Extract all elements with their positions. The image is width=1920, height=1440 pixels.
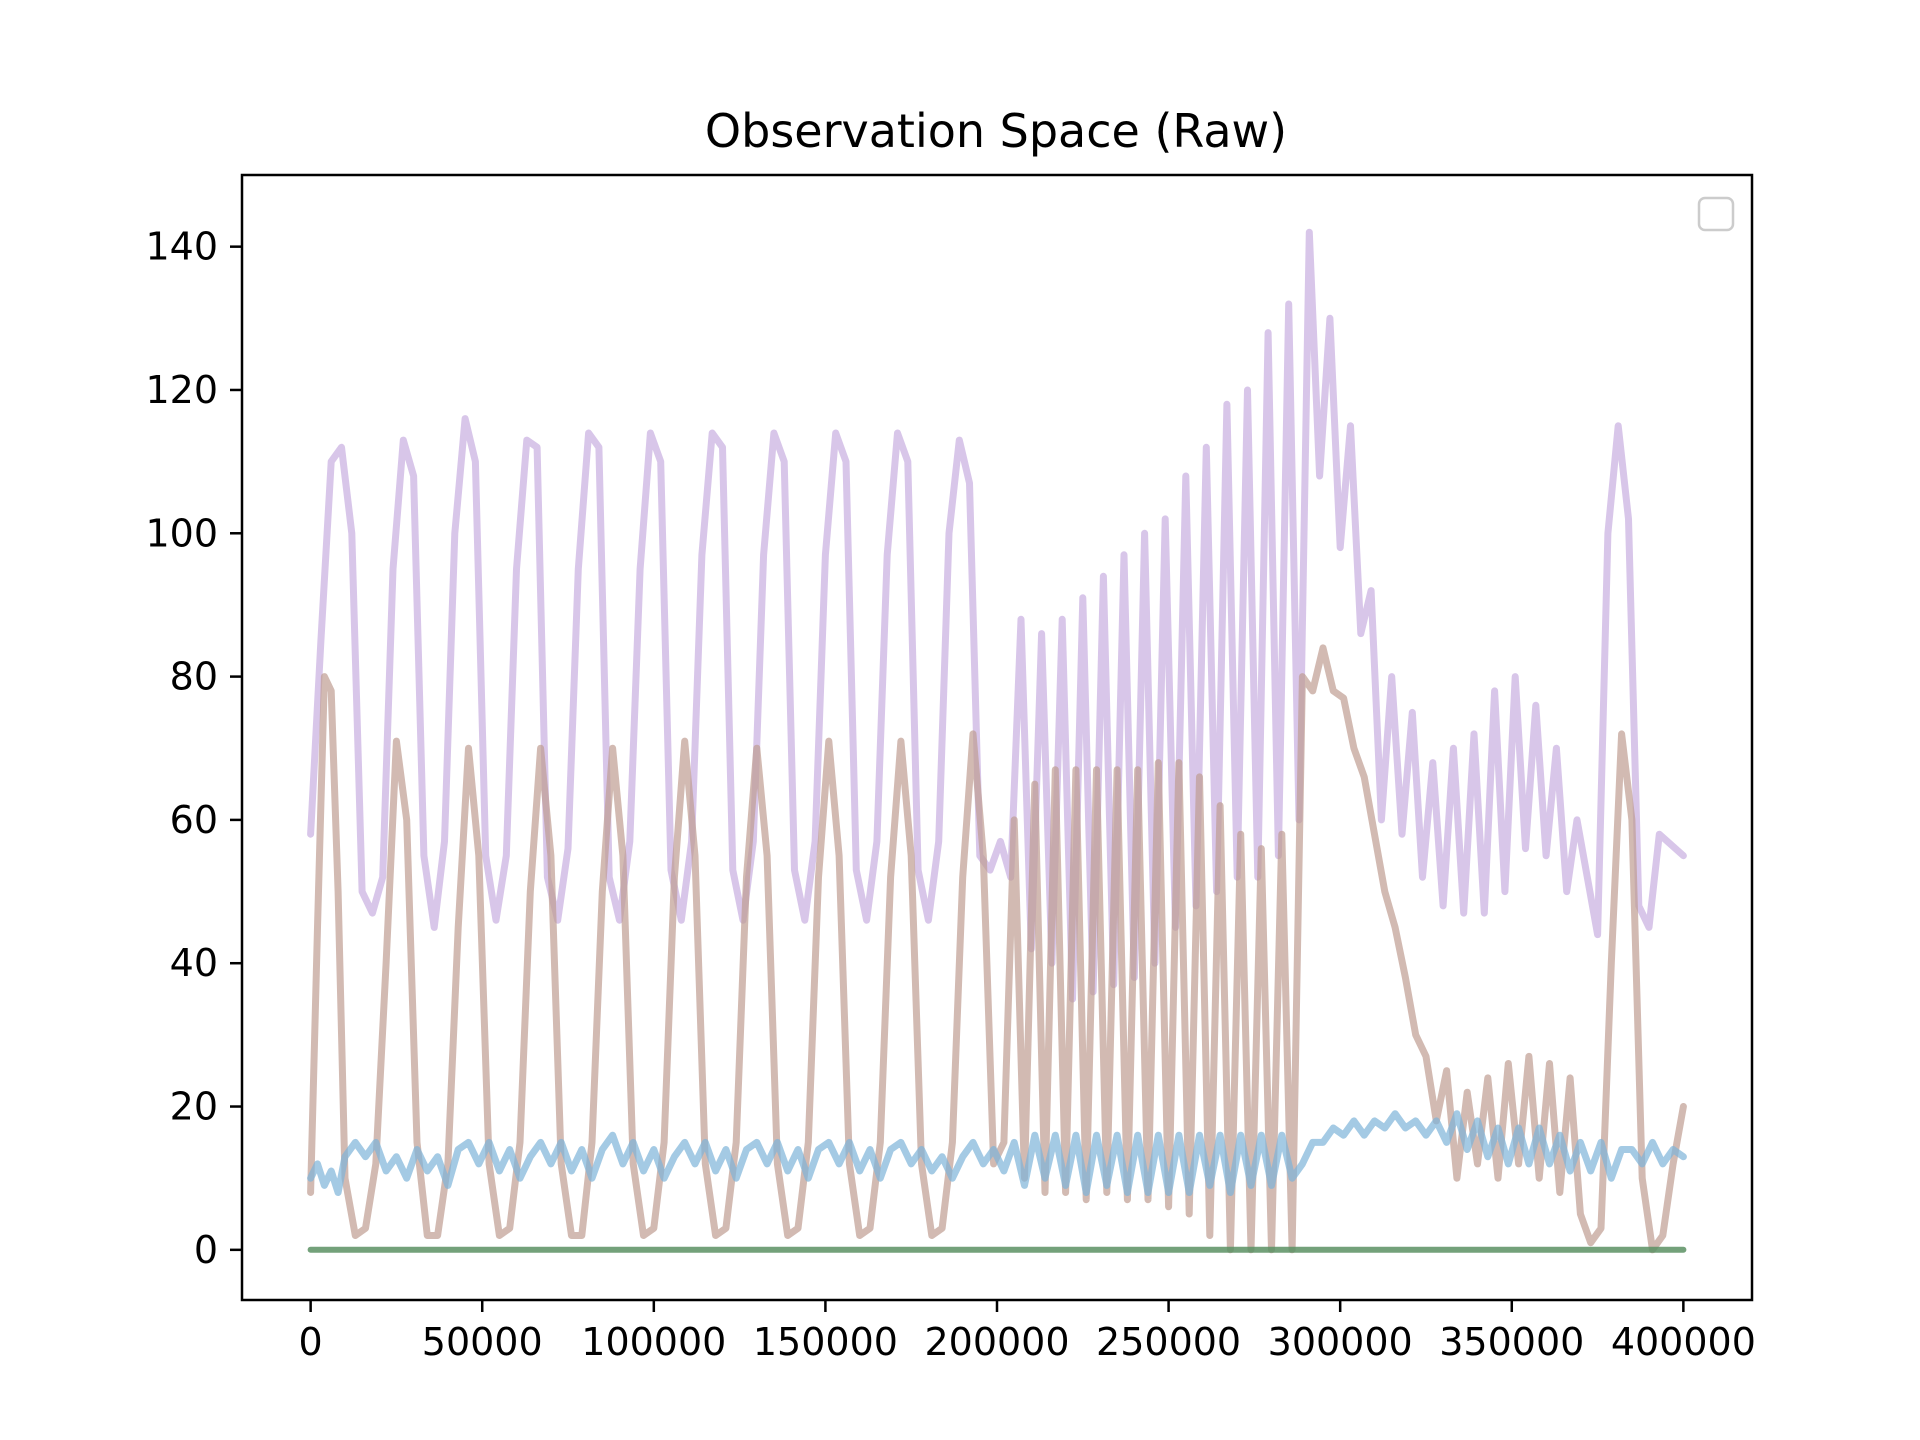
y-tick-label: 20: [170, 1085, 218, 1129]
series-layer: [307, 228, 1687, 1254]
y-tick-label: 120: [145, 368, 218, 412]
y-tick-label: 60: [170, 798, 218, 842]
x-tick-label: 200000: [924, 1320, 1069, 1364]
y-tick-label: 100: [145, 511, 218, 555]
x-tick-label: 0: [299, 1320, 323, 1364]
y-tick-label: 40: [170, 941, 218, 985]
x-tick-label: 400000: [1611, 1320, 1756, 1364]
series-line-3: [307, 1110, 1687, 1196]
series-line-1: [307, 228, 1687, 1003]
x-tick-label: 250000: [1096, 1320, 1241, 1364]
x-tick-label: 350000: [1439, 1320, 1584, 1364]
x-tick-label: 100000: [581, 1320, 726, 1364]
chart-title: Observation Space (Raw): [705, 104, 1287, 158]
legend-box[interactable]: [1697, 196, 1735, 232]
y-axis: 0 20 40 60 80 100 120 140: [145, 225, 242, 1272]
y-tick-label: 140: [145, 225, 218, 269]
y-tick-label: 0: [194, 1228, 218, 1272]
x-tick-label: 50000: [422, 1320, 543, 1364]
y-tick-label: 80: [170, 655, 218, 699]
x-tick-label: 150000: [753, 1320, 898, 1364]
x-axis: 0 50000 100000 150000 200000 250000 300000 3500…: [299, 1300, 1756, 1364]
x-tick-label: 300000: [1268, 1320, 1413, 1364]
